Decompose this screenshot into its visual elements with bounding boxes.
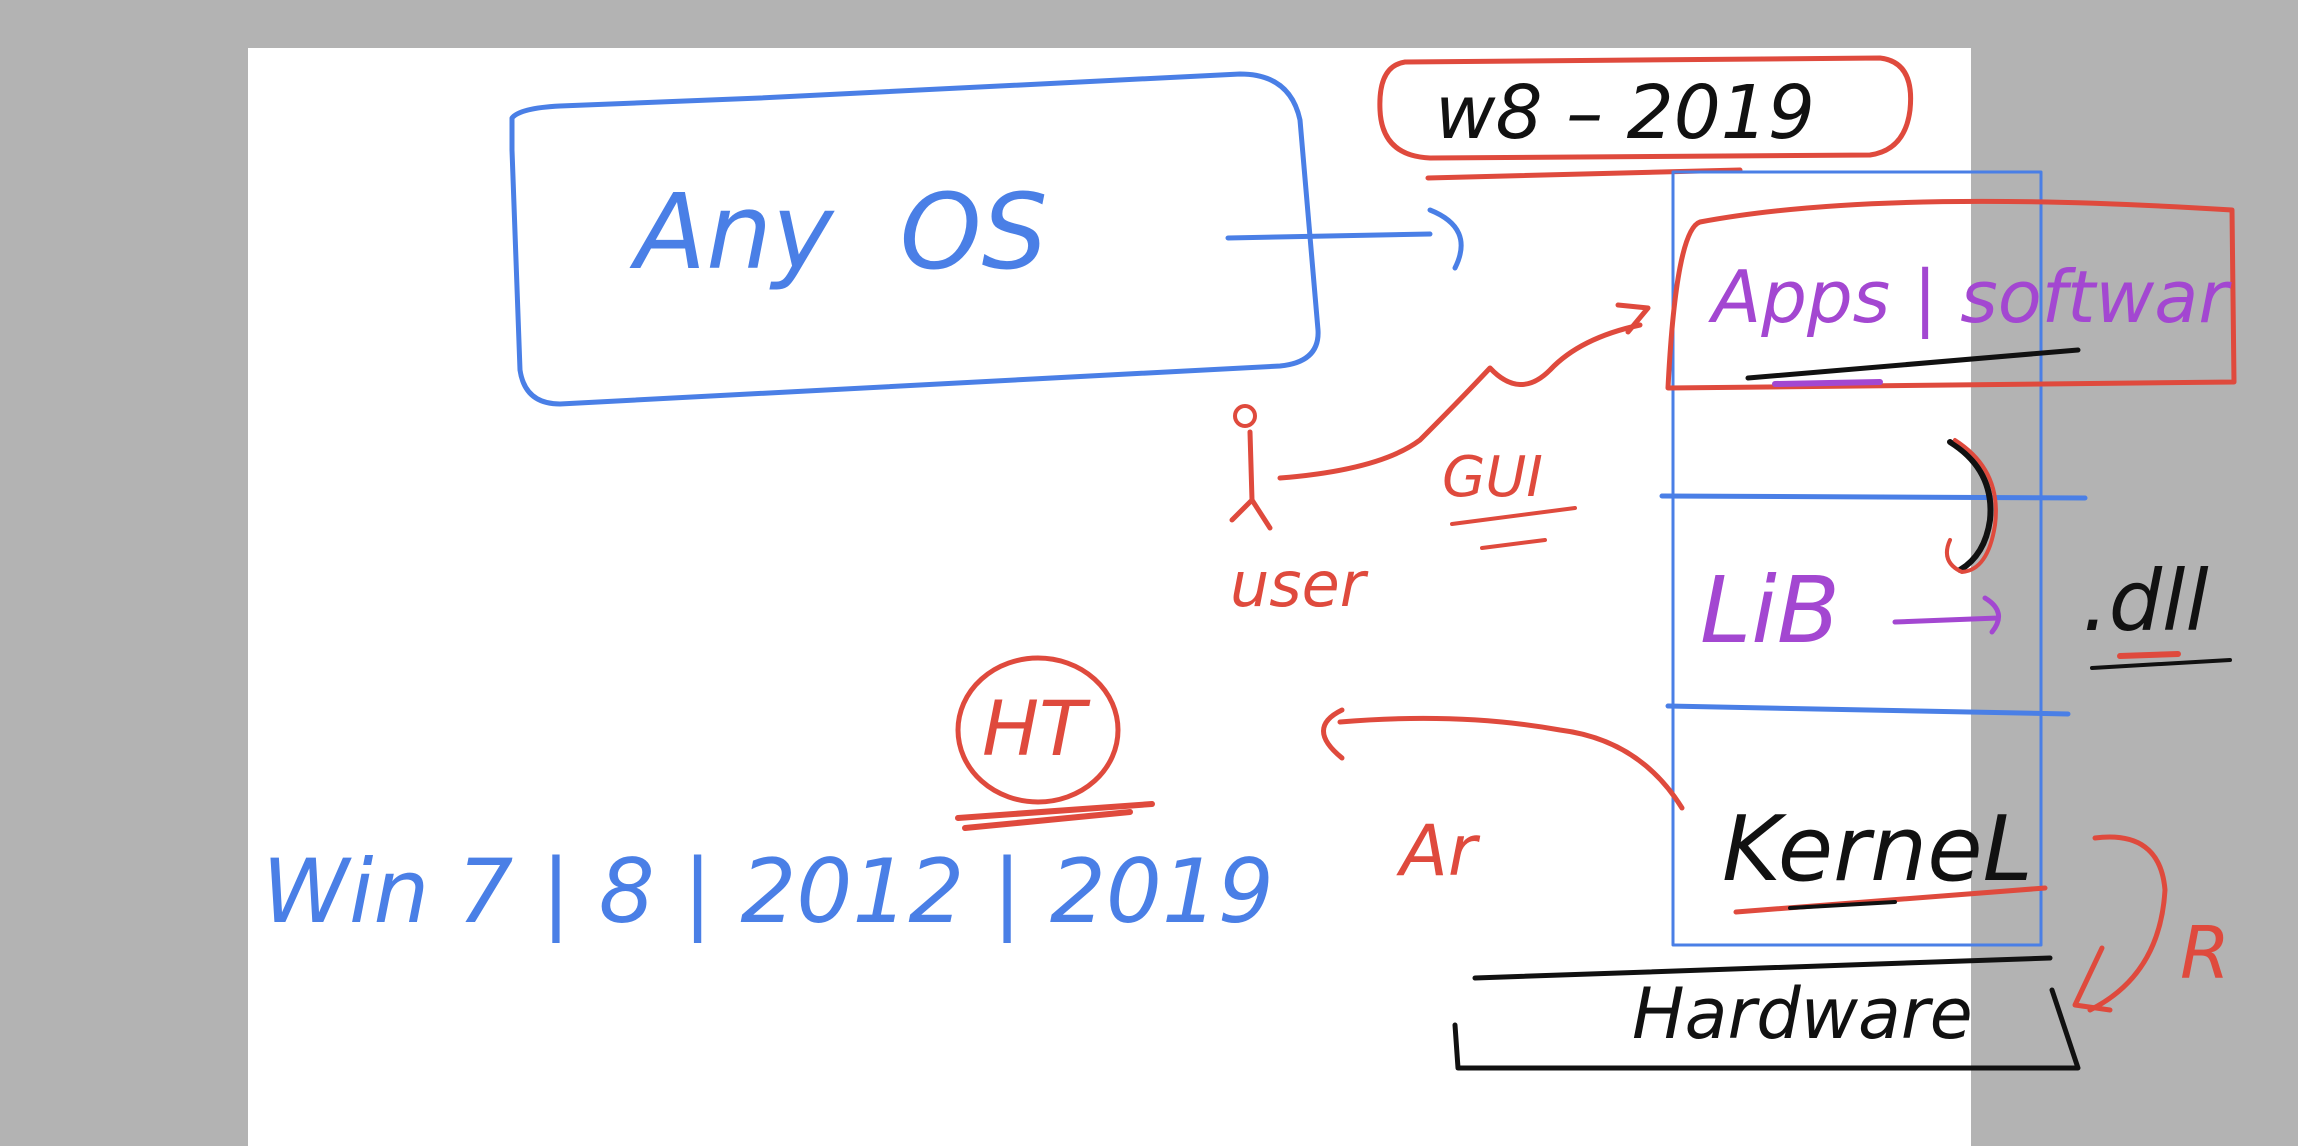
dll-underline	[2090, 658, 2232, 670]
kernel-hardware-arrowhead	[2072, 945, 2113, 1013]
lib-label: LiB	[1700, 557, 1840, 664]
apps-underline	[1745, 347, 2081, 381]
stack-divider-2	[1665, 703, 2071, 717]
kernel-underline	[1733, 885, 2048, 915]
gui-label: GUI	[1442, 445, 1543, 510]
whiteboard-page	[248, 48, 1971, 1146]
kernel-hardware-loop	[2087, 834, 2168, 1013]
apps-underline-mark	[1772, 379, 1883, 387]
kernel-underline-black	[1788, 900, 1897, 910]
user-body	[1229, 429, 1273, 531]
user-label: user	[1230, 548, 1369, 621]
apps-frame	[1665, 198, 2237, 391]
r-label: R	[2180, 911, 2230, 995]
kernel-ar-curve	[1337, 715, 1685, 811]
any-os-arrow	[1225, 207, 1464, 271]
w8-2019-label: w8 – 2019	[1435, 70, 1815, 156]
hardware-label: Hardware	[1632, 973, 1973, 1055]
stack-divider-1	[1659, 493, 2088, 501]
any-os-label: Any OS	[629, 171, 1048, 293]
w8-2019-ellipse	[1377, 55, 1914, 161]
kernel-label: KerneL	[1722, 797, 2033, 902]
user-to-apps-curve	[1277, 322, 1643, 481]
os-stack-frame	[1671, 170, 2043, 947]
gui-underline	[1450, 506, 1577, 550]
dll-label: .dll	[2082, 552, 2209, 650]
any-os-box	[509, 71, 1321, 407]
hardware-tray	[1452, 955, 2081, 1071]
ht-label: HT	[982, 684, 1091, 773]
ar-label: Ar	[1396, 810, 1481, 892]
dll-red-mark	[2117, 651, 2181, 659]
apps-software-label: Apps | softwar	[1708, 255, 2232, 340]
apps-lib-red-curve	[1945, 438, 1998, 574]
win-versions-label: Win 7 | 8 | 2012 | 2019	[262, 840, 1274, 944]
user-to-apps-arrowhead	[1615, 302, 1651, 335]
ht-circle	[955, 655, 1121, 805]
kernel-ar-arrowhead	[1321, 707, 1345, 761]
ht-underline	[955, 801, 1155, 831]
user-head	[1233, 404, 1257, 428]
apps-lib-bracket	[1947, 439, 1994, 573]
lib-arrow	[1892, 595, 2002, 635]
